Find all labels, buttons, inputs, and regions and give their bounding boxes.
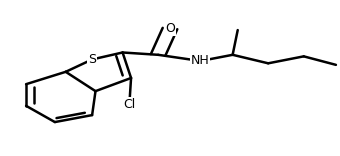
Text: S: S — [88, 53, 96, 66]
Text: NH: NH — [191, 54, 210, 68]
Text: O: O — [165, 22, 175, 35]
Text: Cl: Cl — [123, 98, 136, 111]
